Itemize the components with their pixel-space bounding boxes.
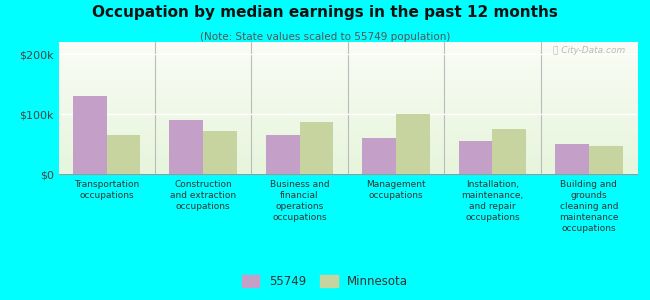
Bar: [266, 135, 300, 174]
Bar: [203, 131, 237, 174]
Bar: [396, 114, 430, 174]
Bar: [107, 135, 140, 174]
Bar: [73, 96, 107, 174]
Bar: [555, 144, 589, 174]
Text: Ⓜ City-Data.com: Ⓜ City-Data.com: [553, 46, 625, 55]
Text: Occupation by median earnings in the past 12 months: Occupation by median earnings in the pas…: [92, 4, 558, 20]
Bar: [300, 122, 333, 174]
Bar: [459, 141, 493, 174]
Text: (Note: State values scaled to 55749 population): (Note: State values scaled to 55749 popu…: [200, 32, 450, 41]
Bar: [170, 120, 203, 174]
Bar: [493, 129, 526, 174]
Bar: [362, 138, 396, 174]
Legend: 55749, Minnesota: 55749, Minnesota: [237, 270, 413, 292]
Bar: [589, 146, 623, 174]
